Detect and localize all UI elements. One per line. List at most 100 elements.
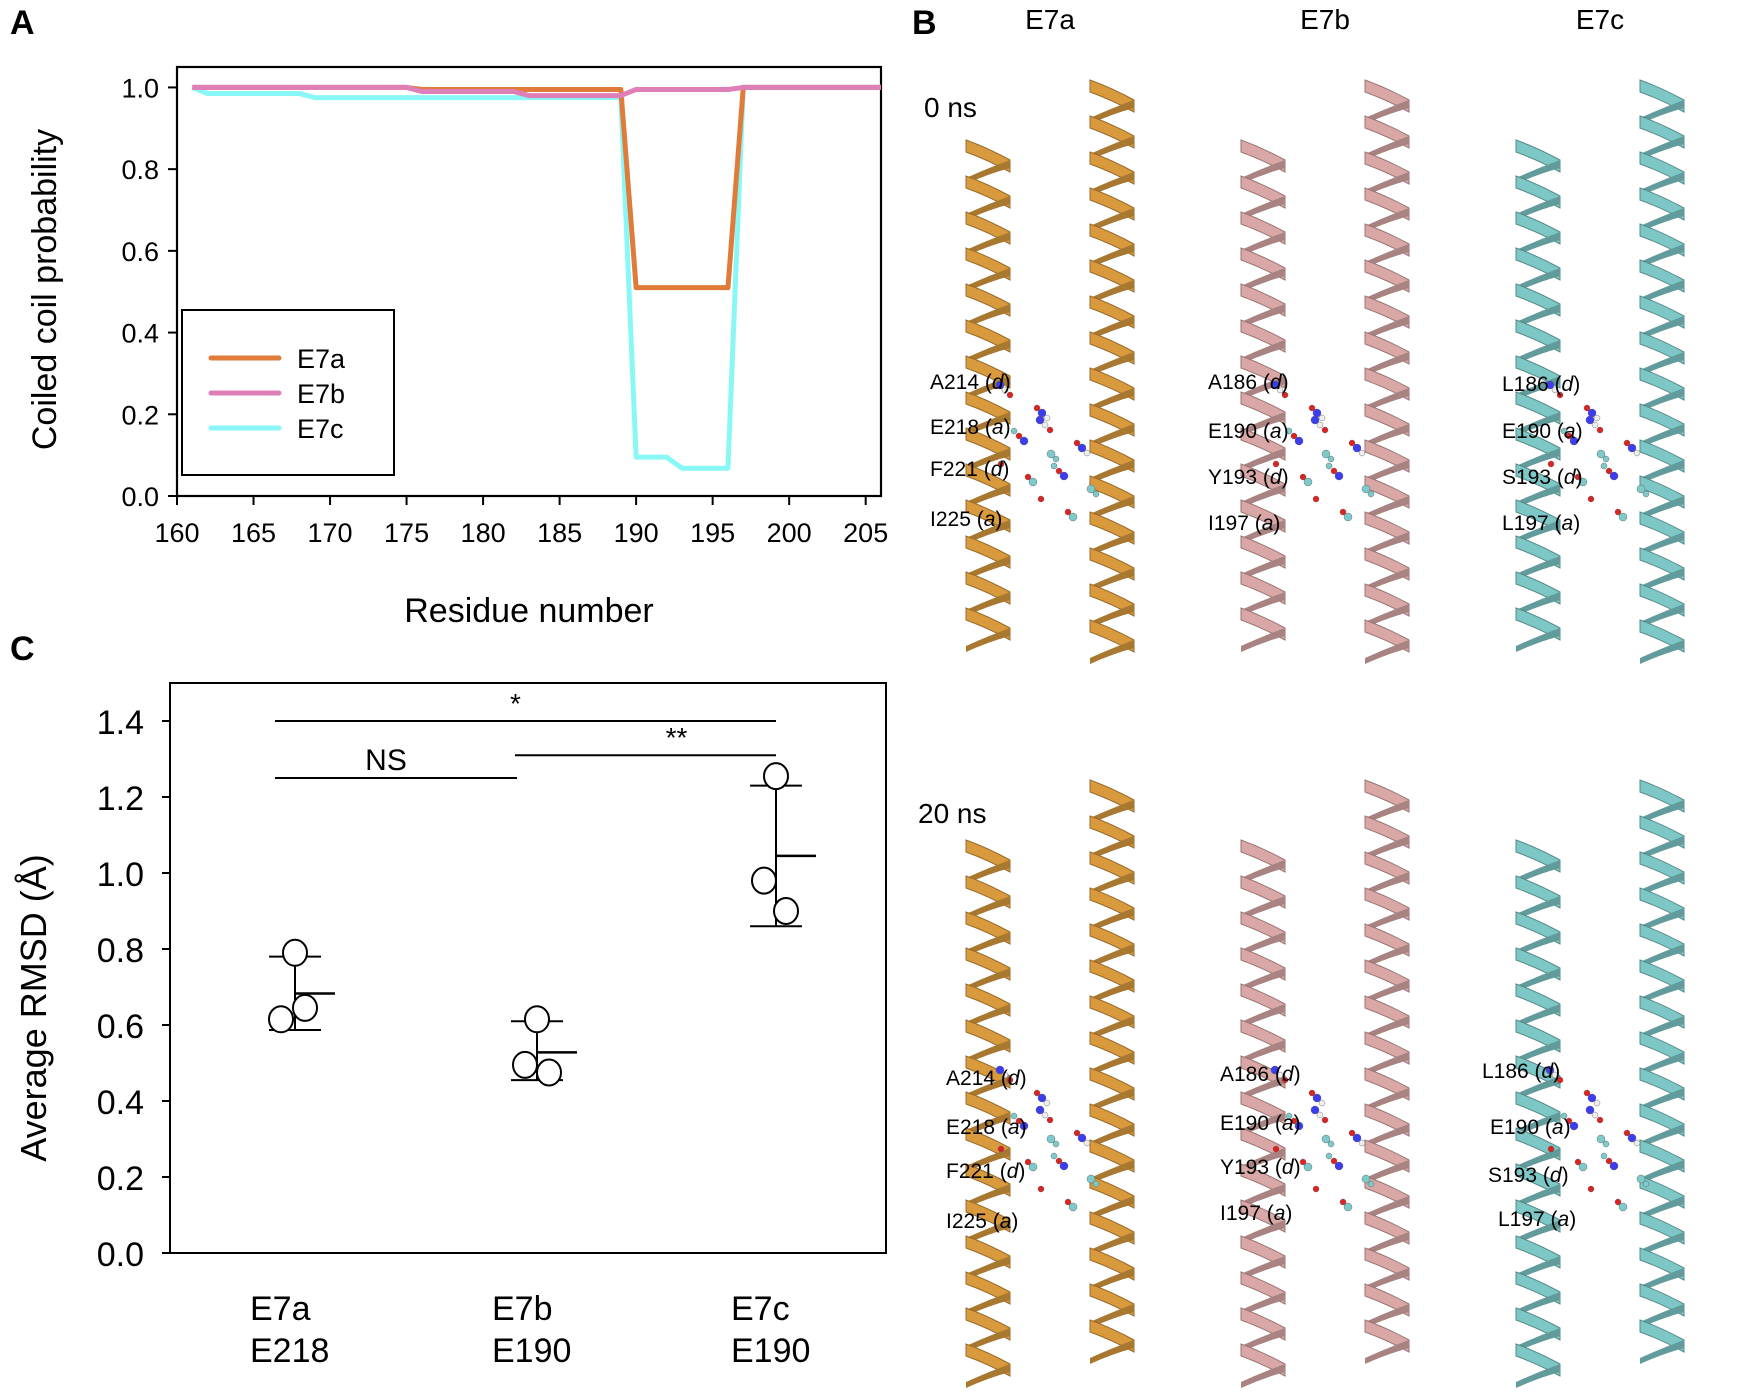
helix-right: [1639, 511, 1685, 545]
helix-right: [1364, 583, 1410, 617]
atom: [1055, 1157, 1063, 1165]
helix-left: [965, 355, 1011, 389]
helix-right: [1639, 1067, 1685, 1101]
helix-left-back: [1241, 592, 1285, 616]
atom: [1348, 1129, 1356, 1137]
atom: [1627, 443, 1637, 453]
helix-left-back: [966, 448, 1010, 472]
helix-left-back: [1241, 1076, 1285, 1100]
atom: [1361, 1174, 1371, 1184]
atom: [1339, 1198, 1347, 1206]
helix-left-back: [1241, 1004, 1285, 1028]
helix-left-back: [966, 1112, 1010, 1136]
atom: [1033, 404, 1041, 412]
helix-left-back: [966, 1004, 1010, 1028]
helix-right-back: [1090, 136, 1134, 160]
helix-left: [965, 1199, 1011, 1233]
atom: [1565, 1117, 1573, 1125]
atom: [1015, 1117, 1023, 1125]
atom: [1046, 1134, 1056, 1144]
helix-left: [1240, 535, 1286, 569]
helix-left-back: [1516, 520, 1560, 544]
atom: [1593, 1099, 1601, 1107]
helix-right: [1639, 995, 1685, 1029]
helix-left-back: [966, 1184, 1010, 1208]
y-tick-label: 1.0: [97, 856, 144, 894]
significance-label: *: [510, 688, 521, 719]
helix-left: [1240, 1199, 1286, 1233]
helix-dimer-e7a-20ns: [965, 779, 1135, 1388]
helix-right: [1639, 1103, 1685, 1137]
residue-label: A214 (d): [946, 1067, 1027, 1090]
y-tick-label: 0.4: [97, 1084, 144, 1122]
helix-right-back: [1090, 1088, 1134, 1112]
helix-left-back: [1516, 268, 1560, 292]
atom: [1560, 427, 1568, 435]
helix-left-back: [1516, 1148, 1560, 1172]
helix-left-back: [1241, 1292, 1285, 1316]
x-category-label: E7c: [731, 1290, 790, 1328]
helix-left: [1240, 1055, 1286, 1089]
data-point: [536, 1058, 562, 1087]
y-tick-label: 1.0: [121, 73, 159, 103]
helix-dimer-e7c-0ns: [1515, 79, 1685, 664]
helix-right: [1364, 923, 1410, 957]
helix-right-back: [1090, 208, 1134, 232]
helix-left-back: [1241, 1256, 1285, 1280]
atom: [1583, 1089, 1591, 1097]
helix-left-back: [1241, 448, 1285, 472]
x-tick-label: 190: [614, 518, 659, 548]
helix-right: [1364, 295, 1410, 329]
atom: [1310, 1105, 1320, 1115]
helix-right: [1364, 851, 1410, 885]
helix-left: [965, 319, 1011, 353]
helix-left-back: [1516, 1220, 1560, 1244]
helix-right-back: [1090, 800, 1134, 824]
helix-left: [965, 283, 1011, 317]
helix-right: [1089, 1103, 1135, 1137]
helix-right: [1364, 439, 1410, 473]
coiled-coil-probability-chart: 0.0 0.2 0.4 0.6 0.8 1.0 160 165 170 175 180 185 190 1…: [26, 65, 888, 630]
helix-left: [1515, 1199, 1561, 1233]
atom: [1272, 1145, 1280, 1153]
atom: [1006, 1076, 1014, 1084]
residue-label: L186 (d): [1482, 1060, 1561, 1083]
atom: [1046, 1116, 1054, 1124]
helix-left-back: [1516, 556, 1560, 580]
legend-label-e7b: E7b: [297, 379, 345, 409]
helix-right-back: [1090, 280, 1134, 304]
helix-right: [1364, 995, 1410, 1029]
residue-label: I225 (a): [946, 1210, 1019, 1233]
helix-left-back: [1241, 304, 1285, 328]
atom: [1281, 1076, 1289, 1084]
helix-right-back: [1640, 604, 1684, 628]
helix-left: [1515, 911, 1561, 945]
atom: [1330, 1157, 1338, 1165]
helix-right-back: [1365, 316, 1409, 340]
helix-right: [1639, 1031, 1685, 1065]
atom: [997, 460, 1005, 468]
y-tick-label: 0.6: [97, 1008, 144, 1046]
y-tick-label: 0.4: [121, 319, 159, 349]
helix-left-back: [1516, 1112, 1560, 1136]
helix-left: [1240, 1019, 1286, 1053]
helix-left: [965, 1019, 1011, 1053]
helix-left: [1515, 535, 1561, 569]
atom: [1077, 1133, 1087, 1143]
atom: [1064, 508, 1072, 516]
atom: [1334, 1161, 1344, 1171]
residue-label: I225 (a): [930, 508, 1003, 531]
helix-left-back: [966, 1148, 1010, 1172]
x-category-sublabel: E190: [731, 1332, 810, 1370]
helix-left: [1240, 1091, 1286, 1125]
helix-left: [1240, 139, 1286, 173]
atom: [1600, 462, 1608, 470]
helix-left: [965, 139, 1011, 173]
x-category-sublabel: E218: [250, 1332, 329, 1370]
atom: [1596, 1134, 1606, 1144]
atom: [1556, 391, 1564, 399]
data-point: [763, 762, 789, 791]
helix-left-back: [1516, 412, 1560, 436]
helix-left-back: [1241, 1220, 1285, 1244]
helix-left: [965, 535, 1011, 569]
